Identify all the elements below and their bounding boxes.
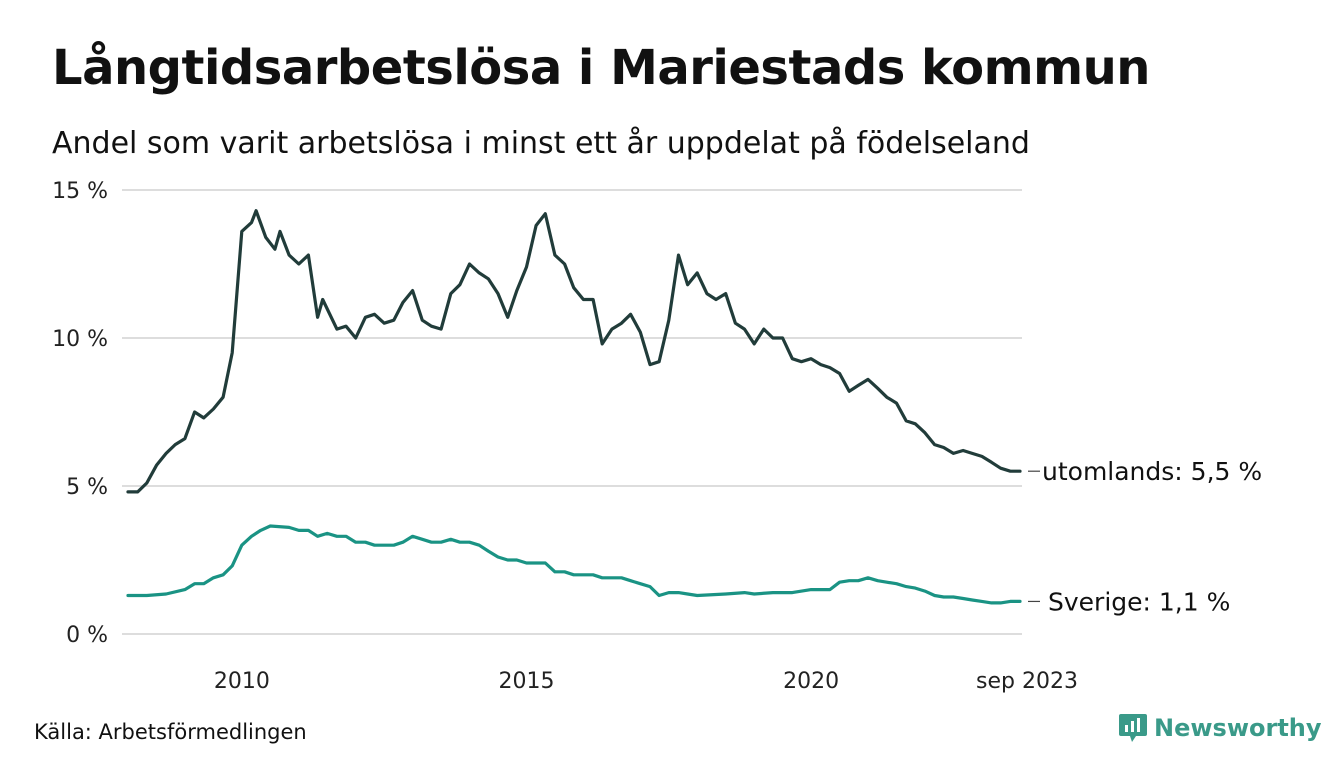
x-tick-label: 2010: [214, 669, 270, 694]
brand-name: Newsworthy: [1154, 714, 1322, 742]
y-tick-label: 5 %: [66, 475, 108, 500]
chart-title: Långtidsarbetslösa i Mariestads kommun: [52, 40, 1150, 96]
series-lines: [126, 209, 1022, 605]
y-tick-label: 15 %: [52, 179, 108, 204]
x-tick-label: sep 2023: [976, 669, 1078, 694]
newsworthy-logo-icon: [1119, 714, 1147, 742]
series-end-labels: utomlands: 5,5 % Sverige: 1,1 %: [1028, 457, 1262, 616]
series-end-label: Sverige: 1,1 %: [1048, 587, 1230, 616]
y-tick-label: 10 %: [52, 327, 108, 352]
brand-logo: Newsworthy: [1118, 712, 1322, 744]
x-axis-ticks: 2010 2015 2020 sep 2023: [214, 669, 1078, 694]
chart-subtitle: Andel som varit arbetslösa i minst ett å…: [52, 126, 1030, 161]
y-axis-ticks: 0 % 5 % 10 % 15 %: [52, 179, 108, 648]
x-tick-label: 2015: [498, 669, 554, 694]
series-line-utomlands: [126, 209, 1022, 494]
series-end-label: utomlands: 5,5 %: [1042, 457, 1262, 486]
gridlines: [122, 189, 1022, 635]
series-line-sverige: [126, 524, 1022, 605]
source-note: Källa: Arbetsförmedlingen: [34, 720, 307, 744]
y-tick-label: 0 %: [66, 623, 108, 648]
x-tick-label: 2020: [783, 669, 839, 694]
